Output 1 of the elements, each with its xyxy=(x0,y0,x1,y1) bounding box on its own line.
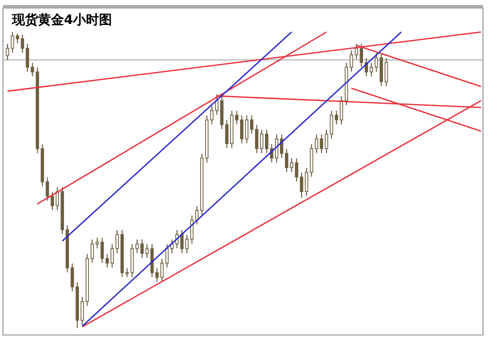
chart-title: 现货黄金4小时图 xyxy=(11,12,112,28)
